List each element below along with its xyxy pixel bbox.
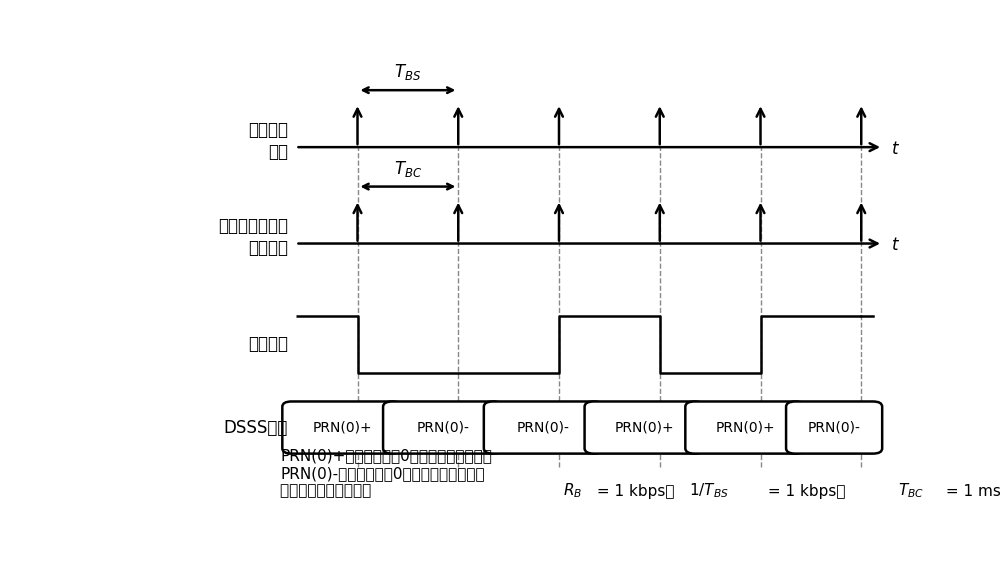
Text: 时钟: 时钟 <box>268 142 288 160</box>
Text: PRN(0)+: PRN(0)+ <box>312 420 372 435</box>
Text: = 1 ms: = 1 ms <box>941 484 1000 498</box>
Text: PRN(0)+: PRN(0)+ <box>614 420 674 435</box>
Text: = 1 kbps；: = 1 kbps； <box>763 484 860 498</box>
FancyBboxPatch shape <box>585 402 704 453</box>
Text: 周期时钟: 周期时钟 <box>248 239 288 257</box>
Text: $T_{BC}$: $T_{BC}$ <box>898 482 924 500</box>
FancyBboxPatch shape <box>685 402 805 453</box>
Text: PRN(0)+: PRN(0)+ <box>715 420 775 435</box>
FancyBboxPatch shape <box>282 402 402 453</box>
Text: $T_{BC}$: $T_{BC}$ <box>394 159 422 179</box>
Text: PRN(0)-: PRN(0)- <box>808 420 861 435</box>
Text: $t$: $t$ <box>891 237 900 254</box>
Text: 基本电文扩频码: 基本电文扩频码 <box>218 217 288 235</box>
Text: 基本电文: 基本电文 <box>248 121 288 139</box>
Text: PRN(0)+：初始相位为0的正极性伪随机序列: PRN(0)+：初始相位为0的正极性伪随机序列 <box>280 448 492 464</box>
Text: $t$: $t$ <box>891 141 900 158</box>
FancyBboxPatch shape <box>484 402 603 453</box>
FancyBboxPatch shape <box>786 402 882 453</box>
Text: $R_B$: $R_B$ <box>563 482 582 500</box>
Text: = 1 kbps；: = 1 kbps； <box>592 484 689 498</box>
Text: DSSS调制: DSSS调制 <box>223 419 288 436</box>
Text: PRN(0)-：初始相位为0的负极性伪随机序列: PRN(0)-：初始相位为0的负极性伪随机序列 <box>280 466 485 481</box>
Text: 播发电文: 播发电文 <box>248 335 288 353</box>
Text: PRN(0)-: PRN(0)- <box>416 420 469 435</box>
Text: PRN(0)-: PRN(0)- <box>517 420 570 435</box>
Text: $T_{BS}$: $T_{BS}$ <box>394 62 421 83</box>
Text: 基本电文信息播发速率: 基本电文信息播发速率 <box>280 484 376 498</box>
FancyBboxPatch shape <box>383 402 502 453</box>
Text: $1/T_{BS}$: $1/T_{BS}$ <box>689 482 729 500</box>
